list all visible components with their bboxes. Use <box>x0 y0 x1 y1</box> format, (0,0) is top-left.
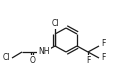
Text: Cl: Cl <box>51 19 59 28</box>
Text: F: F <box>86 56 90 65</box>
Text: Cl: Cl <box>2 54 10 63</box>
Text: F: F <box>101 54 105 63</box>
Text: O: O <box>30 56 36 65</box>
Text: F: F <box>101 40 105 48</box>
Text: NH: NH <box>38 48 50 57</box>
